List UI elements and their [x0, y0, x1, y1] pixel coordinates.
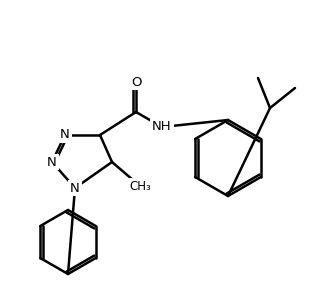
Text: O: O: [131, 75, 141, 89]
Text: NH: NH: [152, 120, 172, 134]
Text: N: N: [60, 128, 70, 142]
Text: N: N: [70, 181, 80, 195]
Text: CH₃: CH₃: [129, 179, 151, 193]
Text: N: N: [47, 156, 57, 168]
